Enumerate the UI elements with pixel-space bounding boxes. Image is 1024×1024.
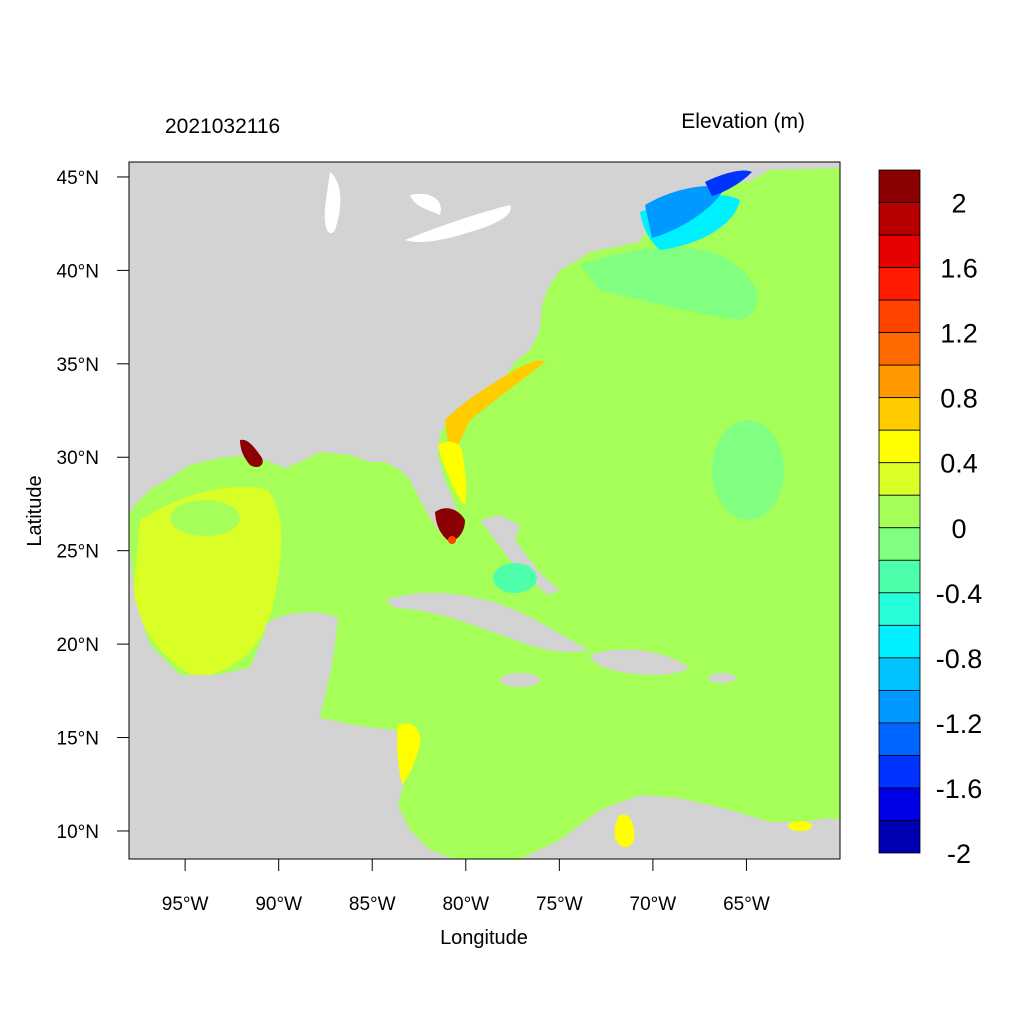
north-america-land: [129, 162, 840, 540]
lat-tick-label: 30°N: [57, 448, 99, 469]
great-lakes-east: [405, 205, 511, 243]
bahamas-land: [480, 515, 560, 595]
nicaragua-positive-anomaly: [397, 723, 421, 785]
longitude-axis: 95°W 90°W 85°W 80°W 75°W 70°W 65°W: [162, 859, 770, 915]
mexico-central-america-land: [129, 540, 455, 859]
lat-tick-label: 10°N: [57, 822, 99, 843]
colorbar-label: -2: [947, 839, 971, 869]
y-axis-label: Latitude: [24, 475, 46, 546]
colorbar-labels: 2 1.6 1.2 0.8 0.4 0 -0.4 -0.8 -1.2 -1.6 -2: [936, 189, 983, 869]
jamaica-land: [500, 673, 540, 687]
lat-tick-label: 25°N: [57, 542, 99, 563]
great-lakes: [324, 172, 341, 234]
maracaibo-positive-anomaly: [614, 814, 635, 848]
colorbar-label: 1.2: [940, 319, 978, 349]
colorbar-label: 0: [951, 514, 966, 544]
colorbar-bin: [878, 527, 921, 561]
variable-title: Elevation (m): [681, 110, 805, 133]
venezuela-coast-anomaly: [788, 821, 812, 831]
east-florida-positive-surge: [438, 441, 467, 505]
lat-tick-label: 20°N: [57, 635, 99, 656]
bay-of-fundy-deep-blue: [705, 170, 752, 196]
puerto-rico-land: [708, 673, 736, 683]
colorbar-bin: [878, 397, 921, 431]
south-florida-max-surge: [435, 508, 465, 542]
colorbar-bin: [878, 332, 921, 366]
colorbar-label: -1.6: [936, 774, 983, 804]
louisiana-max-surge: [240, 439, 263, 468]
colorbar-bin: [878, 624, 921, 659]
colorbar: [878, 169, 921, 854]
colorbar-bin: [878, 364, 921, 399]
cuba-land: [385, 593, 590, 652]
colorbar-bin: [878, 169, 921, 203]
lat-tick-label: 40°N: [57, 261, 99, 282]
colorbar-bin: [878, 592, 921, 626]
timestamp-title: 2021032116: [165, 115, 280, 138]
colorbar-bin: [878, 722, 921, 756]
x-axis-label: Longitude: [440, 927, 528, 949]
colorbar-bin: [878, 494, 921, 529]
map-frame: [128, 161, 841, 860]
great-lakes-north: [410, 193, 441, 215]
gulf-west-positive-anomaly: [133, 486, 282, 678]
bahamas-negative-patch: [493, 563, 537, 593]
lon-tick-label: 80°W: [442, 894, 489, 915]
hispaniola-land: [590, 649, 690, 675]
colorbar-label: -1.2: [936, 709, 983, 739]
colorbar-label: -0.4: [936, 579, 983, 609]
colorbar-bin: [878, 234, 921, 268]
latitude-axis: 45°N 40°N 35°N 30°N 25°N 20°N 15°N 10°N: [57, 168, 129, 843]
colorbar-bin: [878, 559, 921, 594]
colorbar-bin: [878, 689, 921, 724]
gulf-west-neutral-patch: [170, 500, 240, 536]
colorbar-label: 0.4: [940, 449, 978, 479]
colorbar-bin: [878, 657, 921, 691]
lon-tick-label: 85°W: [349, 894, 396, 915]
south-america-land: [520, 795, 840, 859]
colorbar-bin: [878, 267, 921, 301]
lon-tick-label: 65°W: [723, 894, 770, 915]
colorbar-bin: [878, 429, 921, 464]
colorbar-label: -0.8: [936, 644, 983, 674]
gulf-of-maine-negative-anomaly: [580, 247, 758, 320]
lat-tick-label: 15°N: [57, 729, 99, 750]
colorbar-bin: [878, 462, 921, 496]
lon-tick-label: 70°W: [630, 894, 677, 915]
yucatan-land: [265, 612, 338, 715]
colorbar-label: 0.8: [940, 384, 978, 414]
gulf-of-maine-blue: [645, 185, 725, 238]
lat-tick-label: 45°N: [57, 168, 99, 189]
colorbar-bin: [878, 299, 921, 334]
lat-tick-label: 35°N: [57, 355, 99, 376]
atlantic-negative-patch: [712, 420, 784, 520]
map-panel: [129, 162, 840, 859]
lon-tick-label: 90°W: [255, 894, 302, 915]
colorbar-bin: [878, 755, 921, 789]
colorbar-label: 2: [951, 189, 966, 219]
colorbar-bin: [878, 787, 921, 821]
colorbar-bin: [878, 820, 921, 854]
lon-tick-label: 95°W: [162, 894, 209, 915]
florida-tip-surge: [448, 536, 456, 544]
lon-tick-label: 75°W: [536, 894, 583, 915]
colorbar-bin: [878, 202, 921, 236]
colorbar-label: 1.6: [940, 254, 978, 284]
